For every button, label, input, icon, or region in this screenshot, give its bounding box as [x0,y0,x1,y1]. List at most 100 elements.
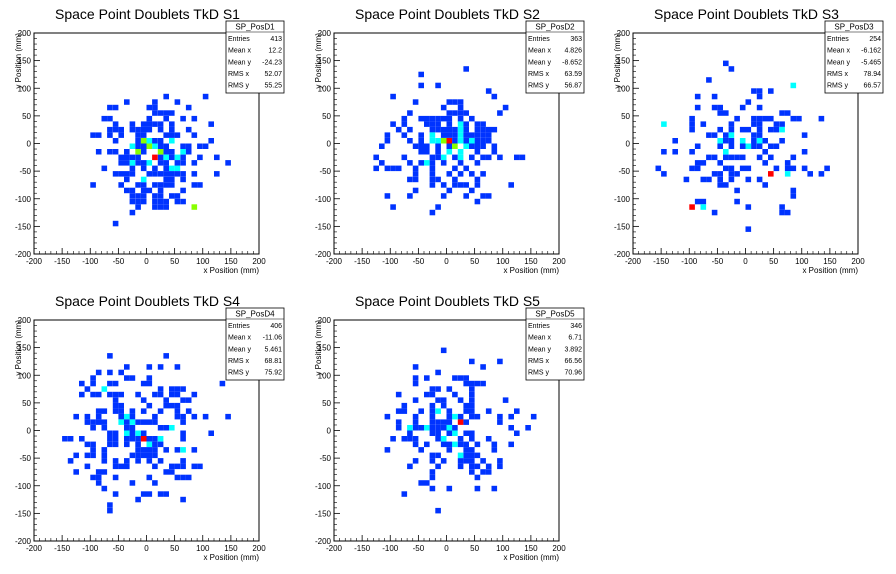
histogram-bin [418,71,424,78]
histogram-bin [446,386,453,392]
histogram-bin [497,413,503,420]
y-tick-label: -150 [614,222,631,231]
stats-row-value: 12.2 [268,48,282,55]
histogram-bin [135,198,141,205]
histogram-bin [140,491,147,497]
histogram-bin [514,408,520,414]
histogram-bin [424,149,430,155]
stats-box: SP_PosD5 Entries 346 Mean x 6.71 Mean y 3.892 R… [525,307,585,381]
histogram-bin [818,171,825,177]
histogram-bin [157,154,164,161]
histogram-bin [446,132,453,138]
stats-row-value: 5.461 [264,346,282,353]
stats-box-frame [525,20,585,94]
histogram-bin [157,110,164,116]
histogram-bin [140,380,147,387]
histogram-bin [751,143,757,149]
histogram-bin [717,176,723,183]
histogram-bin [412,99,419,105]
histogram-bin [779,204,785,210]
y-tick-label: 100 [18,371,32,380]
histogram-bin [191,413,198,420]
histogram-bin [135,126,141,133]
histogram-bin [101,469,108,475]
histogram-bin [739,165,746,172]
histogram-bin [163,447,169,453]
histogram-bin [395,165,402,172]
histogram-bin [469,469,475,475]
histogram-bin [107,104,113,111]
histogram-bin [463,447,469,453]
histogram-bin [135,160,141,166]
histogram-bin [485,408,492,414]
histogram-bin [440,126,447,133]
histogram-bin [118,408,124,414]
histogram-bin [157,138,164,144]
histogram-bin [124,149,130,155]
histogram-bin [418,82,424,89]
stats-row-value: 78.94 [863,71,881,78]
histogram-bin [700,198,707,205]
histogram-bin [463,110,469,116]
y-tick-label: 50 [22,399,31,408]
histogram-bin [480,364,486,370]
histogram-bin [474,198,481,205]
histogram-bin [768,115,774,122]
histogram-bin [474,149,481,155]
histogram-bin [469,132,475,138]
histogram-bin [118,154,124,161]
histogram-bin [491,126,498,133]
y-tick-label: -200 [315,537,332,546]
histogram-bin [474,474,481,481]
histogram-bin [756,104,763,111]
stats-row-value: 68.81 [264,358,282,365]
histogram-bin [146,126,153,133]
histogram-bin [508,182,514,188]
histogram-bin [756,115,763,122]
histogram-bin [107,115,113,122]
histogram-bin [435,507,441,514]
histogram-bin [129,187,136,194]
histogram-bin [135,138,141,144]
y-tick-label: 200 [617,29,631,38]
histogram-bin [112,402,119,409]
histogram-bin [429,138,436,144]
histogram-bin [440,419,447,425]
histogram-bin [169,121,175,127]
y-tick-label: -50 [618,167,630,176]
histogram-bin [734,154,740,161]
histogram-bin [734,198,740,205]
histogram-bin [174,391,181,398]
x-tick-label: 200 [552,257,566,266]
histogram-bin [79,391,85,398]
histogram-bin [700,204,707,210]
histogram-bin [135,204,141,210]
histogram-bin [129,375,136,381]
x-tick-label: 100 [196,257,210,266]
histogram-bin [191,391,198,398]
stats-box-frame [824,20,884,94]
histogram-bin [435,397,441,403]
histogram-bin [790,115,797,122]
x-tick-label: 0 [743,257,748,266]
histogram-bin [174,99,181,105]
histogram-bin [457,413,464,420]
histogram-bin [452,154,458,161]
histogram-bin [107,132,113,138]
y-tick-label: 200 [18,316,32,325]
histogram-bin [429,408,436,414]
histogram-bin [407,430,413,436]
histogram-bin [124,441,130,448]
y-axis-label: y Position (mm) [14,33,23,89]
histogram-bin [723,60,729,67]
histogram-bin [429,132,436,138]
histogram-bin [429,209,436,216]
histogram-bin [84,419,91,425]
histogram-bin [163,402,169,409]
histogram-bin [452,375,458,381]
histogram-bin [429,121,436,127]
histogram-bin [457,138,464,144]
histogram-bin [739,138,746,144]
stats-row-value: -24.23 [262,59,282,66]
histogram-bin [180,436,186,442]
